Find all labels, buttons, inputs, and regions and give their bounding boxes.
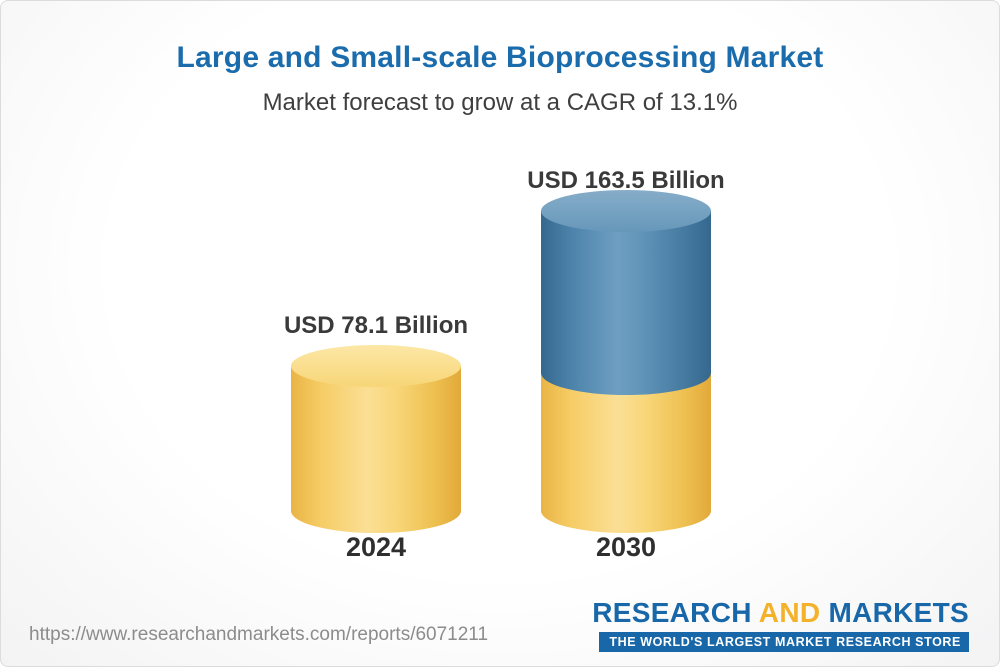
logo-word-research: RESEARCH xyxy=(592,597,752,628)
logo-tagline: THE WORLD'S LARGEST MARKET RESEARCH STOR… xyxy=(599,632,969,652)
bar-2024-cylinder-top xyxy=(291,345,461,387)
report-url: https://www.researchandmarkets.com/repor… xyxy=(29,624,489,645)
value-label-2024: USD 78.1 Billion xyxy=(283,312,469,339)
chart-title: Large and Small-scale Bioprocessing Mark… xyxy=(176,41,824,74)
bar-2030-cylinder-top xyxy=(541,190,711,232)
x-label-2030: 2030 xyxy=(595,532,657,562)
value-label-2030: USD 163.5 Billion xyxy=(527,167,725,194)
logo-word-and: AND xyxy=(758,597,821,628)
bar-2030-lower-segment xyxy=(541,373,711,533)
bar-2024-cylinder xyxy=(291,366,461,533)
x-label-2024: 2024 xyxy=(345,532,407,562)
logo-wordmark: RESEARCH AND MARKETS xyxy=(592,597,969,629)
logo-word-markets: MARKETS xyxy=(828,597,969,628)
bar-2030-upper-segment xyxy=(541,211,711,395)
chart-subtitle: Market forecast to grow at a CAGR of 13.… xyxy=(262,89,738,116)
research-and-markets-logo: RESEARCH AND MARKETS THE WORLD'S LARGEST… xyxy=(592,597,969,652)
